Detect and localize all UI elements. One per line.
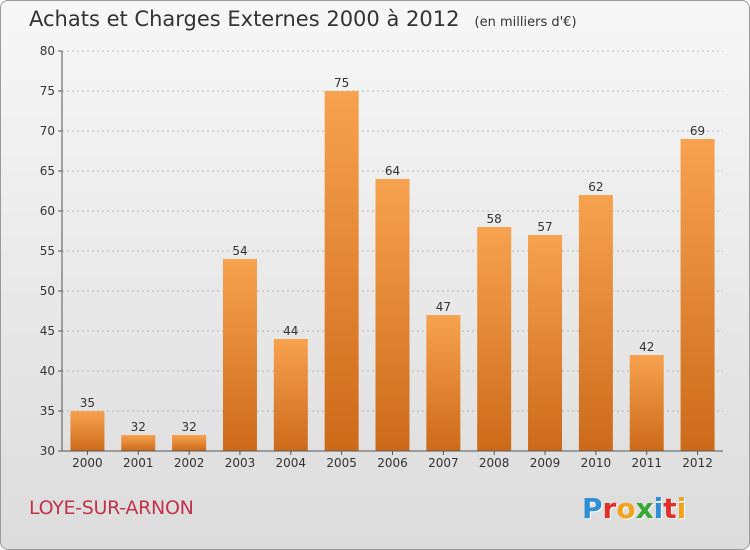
- data-label-2009: 57: [537, 220, 552, 234]
- data-label-2006: 64: [385, 164, 400, 178]
- bar-2010: [578, 195, 613, 451]
- data-label-2011: 42: [639, 340, 654, 354]
- axes: [58, 50, 723, 455]
- y-tick-label-40: 40: [40, 364, 55, 378]
- x-tick-label-2005: 2005: [326, 456, 357, 470]
- chart-title: Achats et Charges Externes 2000 à 2012: [29, 7, 460, 31]
- data-label-2003: 54: [232, 244, 247, 258]
- logo-letter: i: [653, 492, 664, 525]
- logo-letter: o: [616, 492, 636, 525]
- bar-2000: [70, 411, 105, 451]
- bar-2005: [324, 91, 359, 451]
- data-label-2007: 47: [436, 300, 451, 314]
- title-block: Achats et Charges Externes 2000 à 2012 (…: [29, 7, 577, 31]
- y-tick-label-75: 75: [40, 84, 55, 98]
- bar-2003: [222, 259, 257, 451]
- x-tick-label-2009: 2009: [530, 456, 561, 470]
- x-tick-label-2001: 2001: [123, 456, 154, 470]
- bar-2002: [172, 435, 207, 451]
- data-label-2004: 44: [283, 324, 298, 338]
- logo-letter: x: [635, 492, 654, 525]
- data-label-2010: 62: [588, 180, 603, 194]
- y-tick-label-65: 65: [40, 164, 55, 178]
- x-tick-label-2012: 2012: [682, 456, 713, 470]
- proxiti-logo: Proxiti: [582, 492, 686, 525]
- bar-2012: [680, 139, 715, 451]
- data-label-2001: 32: [131, 420, 146, 434]
- x-tick-label-2007: 2007: [428, 456, 459, 470]
- bars: [70, 91, 715, 451]
- x-tick-label-2002: 2002: [174, 456, 205, 470]
- y-tick-label-70: 70: [40, 124, 55, 138]
- x-tick-label-2000: 2000: [72, 456, 103, 470]
- bar-2007: [426, 315, 461, 451]
- y-tick-label-55: 55: [40, 244, 55, 258]
- bar-2009: [528, 235, 563, 451]
- y-tick-label-50: 50: [40, 284, 55, 298]
- location-name: LOYE-SUR-ARNON: [29, 497, 194, 519]
- x-tick-label-2006: 2006: [377, 456, 408, 470]
- x-tick-label-2011: 2011: [631, 456, 662, 470]
- data-label-2002: 32: [181, 420, 196, 434]
- logo-letter: r: [602, 492, 617, 525]
- data-label-2012: 69: [690, 124, 705, 138]
- y-tick-label-45: 45: [40, 324, 55, 338]
- logo-letter: P: [582, 492, 603, 525]
- x-tick-label-2010: 2010: [581, 456, 612, 470]
- bar-2004: [273, 339, 308, 451]
- bar-2008: [477, 227, 512, 451]
- y-tick-label-60: 60: [40, 204, 55, 218]
- x-tick-label-2003: 2003: [225, 456, 256, 470]
- chart-subtitle: (en milliers d'€): [474, 15, 577, 30]
- logo-letter: t: [663, 492, 677, 525]
- labels: 30 35 40 45 50 55 60 65 70 75 80 35 2000 32 2001 32 2002…: [40, 44, 713, 470]
- logo-letter: i: [676, 492, 687, 525]
- bar-2006: [375, 179, 410, 451]
- data-label-2005: 75: [334, 76, 349, 90]
- bar-2001: [121, 435, 156, 451]
- data-label-2000: 35: [80, 396, 95, 410]
- data-label-2008: 58: [487, 212, 502, 226]
- bar-2011: [629, 355, 664, 451]
- y-tick-label-30: 30: [40, 444, 55, 458]
- y-tick-label-35: 35: [40, 404, 55, 418]
- y-tick-label-80: 80: [40, 44, 55, 58]
- x-tick-label-2004: 2004: [276, 456, 307, 470]
- x-tick-label-2008: 2008: [479, 456, 510, 470]
